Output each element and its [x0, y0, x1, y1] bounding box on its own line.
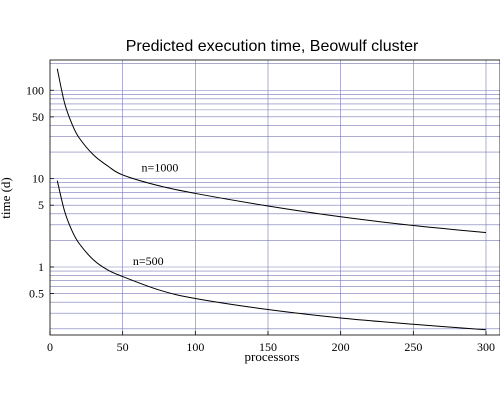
x-tick-label: 250 — [404, 340, 422, 354]
annotation-label: n=1000 — [142, 161, 179, 175]
y-tick-label: 100 — [26, 83, 44, 97]
x-tick-label: 300 — [477, 340, 495, 354]
y-tick-label: 50 — [32, 110, 44, 124]
x-tick-label: 100 — [186, 340, 204, 354]
x-axis-ticks: 0 50 100 150 200 250 300 — [47, 331, 495, 354]
x-tick-label: 150 — [259, 340, 277, 354]
plot-frame — [49, 59, 500, 336]
annotation-label: n=500 — [133, 254, 164, 268]
series-annotations: n=1000 n=500 — [133, 161, 179, 268]
x-tick-label: 50 — [117, 340, 129, 354]
x-tick-label: 200 — [332, 340, 350, 354]
grid-lines — [50, 60, 500, 335]
series-line-n-1000 — [56, 68, 487, 234]
chart-title: Predicted execution time, Beowulf cluste… — [126, 38, 419, 55]
series-lines — [56, 68, 487, 331]
y-axis-label: time (d) — [0, 177, 13, 219]
x-tick-label: 0 — [47, 340, 53, 354]
y-tick-label: 10 — [32, 172, 44, 186]
series-line-n-500 — [56, 180, 487, 331]
y-axis-ticks: 0.5 1 5 10 50 100 — [26, 83, 54, 301]
y-tick-label: 5 — [38, 198, 44, 212]
y-tick-label: 1 — [38, 260, 44, 274]
y-tick-label: 0.5 — [29, 287, 44, 301]
x-axis-label: processors — [245, 349, 300, 364]
